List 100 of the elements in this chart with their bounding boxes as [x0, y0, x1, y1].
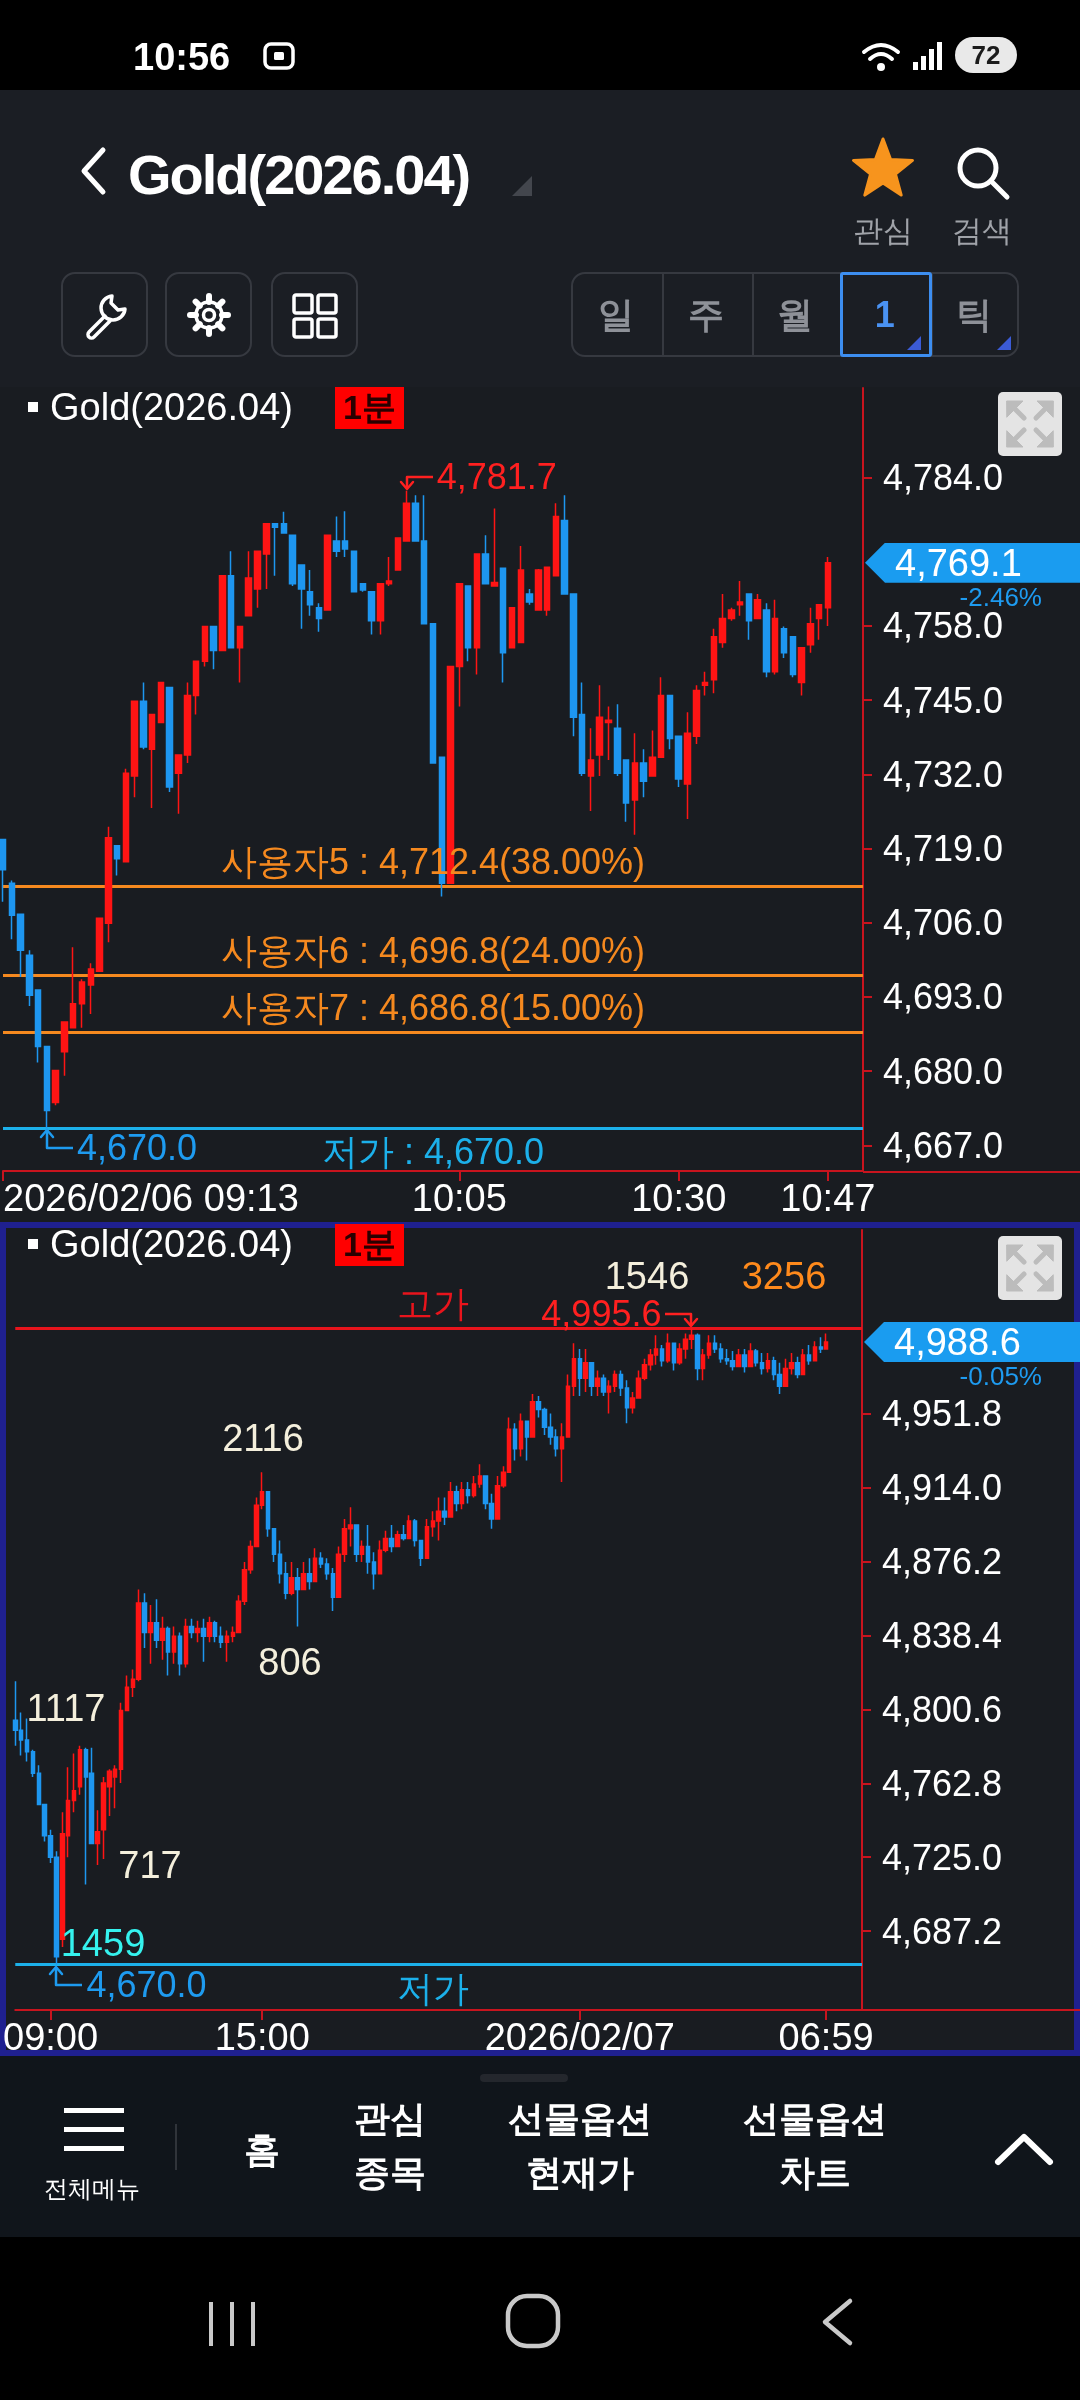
candlestick [277, 1539, 283, 1585]
candlestick [594, 1369, 601, 1397]
candlestick [529, 1393, 536, 1438]
candlestick [224, 1629, 230, 1663]
ref-line-label: 사용자6 : 4,696.8(24.00%) [220, 928, 646, 973]
candlestick [324, 1557, 330, 1581]
candlestick [77, 1745, 83, 1796]
y-tick-label: 4,838.4 [882, 1615, 1003, 1657]
x-tick-label: 15:00 [214, 2016, 310, 2058]
candlestick [400, 1524, 407, 1542]
candlestick [729, 1350, 736, 1372]
candlestick [177, 1631, 183, 1677]
candlestick [818, 1336, 824, 1354]
ref-line-label: 고가 [397, 1281, 469, 1326]
candlestick [435, 1496, 442, 1542]
candlestick [759, 1352, 765, 1376]
candlestick [741, 1348, 748, 1374]
text: 틱 [956, 292, 993, 337]
candlestick [300, 1561, 307, 1591]
candlestick [524, 1420, 530, 1462]
candlestick [618, 1369, 624, 1397]
candlestick [624, 1379, 630, 1425]
candlestick [353, 1524, 360, 1563]
candlestick [159, 1616, 166, 1661]
y-tick-label: 4,680.0 [883, 1050, 1004, 1092]
text: Gold(2026.04) [128, 142, 470, 207]
candlestick [30, 1748, 36, 1778]
chart-title: Gold(2026.04) [50, 386, 293, 429]
ref-line-label: 사용자7 : 4,686.8(15.00%) [220, 985, 646, 1030]
candlestick [424, 1518, 430, 1559]
candlestick [518, 1412, 524, 1458]
candlestick [147, 1604, 154, 1665]
text: 일 [598, 292, 634, 337]
candlestick [71, 1752, 77, 1813]
candlestick [606, 1379, 612, 1415]
text: 10:56 [133, 36, 231, 79]
candlestick [406, 1514, 412, 1540]
candlestick [265, 1490, 271, 1538]
candlestick [735, 1348, 742, 1368]
text: 월 [777, 292, 814, 337]
x-tick-label: 2026/02/07 [484, 2016, 675, 2058]
candlestick [477, 1463, 483, 1489]
candlestick [776, 1361, 783, 1395]
y-tick-label: 4,951.8 [882, 1393, 1003, 1435]
candlestick [212, 1619, 218, 1643]
candlestick [194, 1619, 201, 1643]
y-tick-label: 4,732.0 [883, 753, 1004, 795]
candlestick [612, 1369, 618, 1393]
y-tick-label: 4,706.0 [883, 902, 1004, 944]
candlestick [694, 1332, 701, 1382]
y-tick-label: 4,693.0 [883, 976, 1004, 1018]
y-tick-label: 4,719.0 [883, 828, 1004, 870]
candlestick [794, 1356, 801, 1380]
candlestick [218, 1625, 224, 1649]
candlestick [165, 1625, 171, 1677]
candlestick [765, 1352, 771, 1374]
x-tick-label: 09:00 [3, 2016, 99, 2058]
ref-line-label: 저가 : 4,670.0 [321, 1129, 545, 1174]
candlestick [141, 1592, 148, 1649]
candlestick [800, 1348, 806, 1376]
candlestick [206, 1616, 213, 1643]
candlestick [706, 1334, 712, 1360]
y-tick-label: 4,687.2 [882, 1910, 1003, 1952]
candlestick [512, 1422, 518, 1462]
candlestick [582, 1348, 589, 1393]
candlestick [700, 1348, 706, 1382]
text: 전체메뉴 [44, 2174, 140, 2204]
candlestick [306, 1557, 313, 1591]
ref-line-label: 저가 [397, 1966, 469, 2011]
x-tick-label: 10:05 [411, 1177, 507, 1219]
candlestick [565, 1373, 571, 1438]
candlestick [394, 1530, 401, 1548]
x-tick-label: 06:59 [778, 2016, 874, 2058]
text: 관심 종목 [354, 2097, 426, 2195]
candlestick [200, 1617, 207, 1663]
text: 4,670.0 [86, 1963, 207, 2005]
candlestick [441, 1496, 448, 1526]
text: 4,781.7 [436, 455, 557, 497]
x-tick-label: 10:47 [780, 1177, 876, 1219]
candlestick [806, 1344, 812, 1366]
text: 홈 [244, 2127, 280, 2172]
candlestick [365, 1524, 371, 1575]
candlestick [288, 1561, 295, 1597]
y-tick-label: 4,914.0 [882, 1467, 1003, 1509]
chart-subtitle: 1분 [335, 1224, 404, 1266]
candlestick [712, 1334, 718, 1354]
candlestick [577, 1348, 583, 1397]
chart-subtitle: 1분 [335, 387, 404, 429]
text: 선물옵션 차트 [743, 2097, 887, 2195]
y-tick-label: 4,667.0 [883, 1124, 1004, 1166]
candlestick [823, 1332, 829, 1350]
candlestick [183, 1617, 189, 1669]
candlestick [153, 1598, 160, 1649]
annotation: 1117 [26, 1686, 106, 1730]
candlestick [453, 1485, 460, 1512]
text: 4,670.0 [76, 1127, 197, 1169]
annotation: 2116 [222, 1416, 304, 1460]
candlestick [418, 1539, 424, 1567]
candlestick [465, 1481, 471, 1505]
candlestick [94, 1809, 101, 1866]
